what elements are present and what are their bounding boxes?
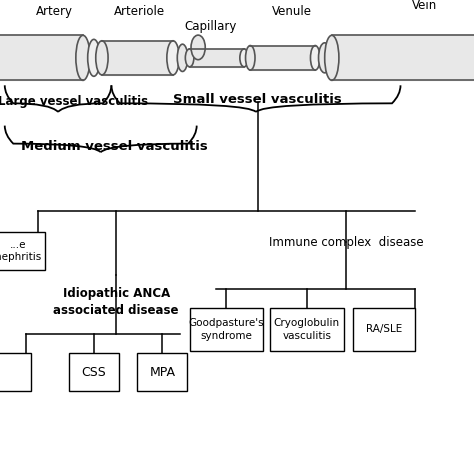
Text: ...e
nephritis: ...e nephritis: [0, 240, 41, 262]
Ellipse shape: [310, 46, 320, 70]
Bar: [270, 308, 344, 351]
Text: Vein: Vein: [411, 0, 437, 12]
Ellipse shape: [88, 39, 100, 76]
Bar: [0, 353, 31, 391]
Ellipse shape: [319, 43, 331, 73]
Text: Venule: Venule: [272, 5, 311, 18]
Text: Goodpasture's
syndrome: Goodpasture's syndrome: [189, 318, 264, 341]
Text: Arteriole: Arteriole: [114, 5, 165, 18]
Text: Large vessel vasculitis: Large vessel vasculitis: [0, 95, 148, 109]
Text: Immune complex  disease: Immune complex disease: [269, 236, 423, 249]
Ellipse shape: [246, 46, 255, 70]
Bar: [0, 232, 45, 270]
Text: Artery: Artery: [36, 5, 73, 18]
Ellipse shape: [191, 35, 205, 60]
Bar: [69, 353, 118, 391]
Bar: [353, 308, 415, 351]
Ellipse shape: [240, 49, 248, 67]
Ellipse shape: [96, 41, 108, 75]
Bar: [137, 353, 187, 391]
Text: Idiopathic ANCA
associated disease: Idiopathic ANCA associated disease: [54, 287, 179, 317]
Ellipse shape: [167, 41, 179, 75]
Text: Small vessel vasculitis: Small vessel vasculitis: [173, 93, 342, 106]
Ellipse shape: [185, 49, 194, 67]
Ellipse shape: [325, 36, 339, 80]
Bar: [190, 308, 263, 351]
Text: Medium vessel vasculitis: Medium vessel vasculitis: [21, 140, 208, 154]
Text: RA/SLE: RA/SLE: [366, 324, 402, 335]
Text: Cryoglobulin
vasculitis: Cryoglobulin vasculitis: [274, 318, 340, 341]
Ellipse shape: [177, 44, 188, 72]
Text: Capillary: Capillary: [185, 20, 237, 33]
Text: CSS: CSS: [81, 365, 106, 379]
Ellipse shape: [76, 36, 90, 80]
Text: MPA: MPA: [149, 365, 175, 379]
